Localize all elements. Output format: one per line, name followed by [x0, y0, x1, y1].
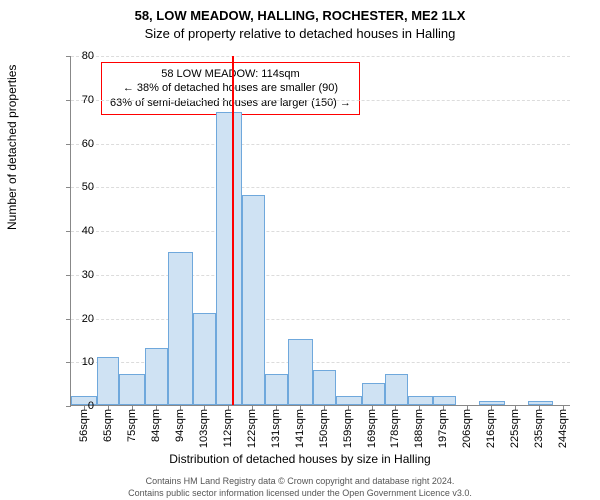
footer-line-1: Contains HM Land Registry data © Crown c… [0, 476, 600, 486]
marker-line [232, 56, 234, 405]
histogram-bar [528, 401, 554, 405]
x-axis-label: Distribution of detached houses by size … [0, 452, 600, 466]
gridline [71, 144, 570, 145]
xtick-label: 65sqm [102, 409, 114, 442]
xtick-label: 216sqm [485, 409, 497, 448]
gridline [71, 100, 570, 101]
y-axis-label: Number of detached properties [5, 65, 19, 230]
histogram-bar [433, 396, 456, 405]
ytick-label: 20 [54, 313, 94, 325]
chart-container: 58, LOW MEADOW, HALLING, ROCHESTER, ME2 … [0, 0, 600, 500]
gridline [71, 56, 570, 57]
footer-line-2: Contains public sector information licen… [0, 488, 600, 498]
gridline [71, 319, 570, 320]
ytick-label: 10 [54, 356, 94, 368]
histogram-bar [408, 396, 434, 405]
legend-line-3: 63% of semi-detached houses are larger (… [110, 96, 351, 110]
histogram-bar [216, 112, 242, 405]
xtick-label: 169sqm [366, 409, 378, 448]
gridline [71, 275, 570, 276]
xtick-label: 197sqm [437, 409, 449, 448]
xtick-label: 150sqm [318, 409, 330, 448]
histogram-bar [145, 348, 168, 405]
gridline [71, 231, 570, 232]
ytick-label: 60 [54, 138, 94, 150]
legend-box: 58 LOW MEADOW: 114sqm ← 38% of detached … [101, 62, 360, 115]
histogram-bar [385, 374, 408, 405]
xtick-label: 103sqm [198, 409, 210, 448]
ytick-label: 30 [54, 269, 94, 281]
ytick-label: 0 [54, 400, 94, 412]
histogram-bar [336, 396, 362, 405]
xtick-label: 94sqm [174, 409, 186, 442]
histogram-bar [168, 252, 194, 405]
histogram-bar [119, 374, 145, 405]
title-line-2: Size of property relative to detached ho… [0, 26, 600, 41]
xtick-label: 178sqm [389, 409, 401, 448]
xtick-label: 141sqm [294, 409, 306, 448]
xtick-label: 131sqm [270, 409, 282, 448]
xtick-label: 159sqm [342, 409, 354, 448]
histogram-bar [362, 383, 385, 405]
gridline [71, 187, 570, 188]
xtick-label: 84sqm [150, 409, 162, 442]
legend-line-1: 58 LOW MEADOW: 114sqm [110, 67, 351, 81]
ytick-label: 80 [54, 50, 94, 62]
histogram-bar [265, 374, 288, 405]
xtick-label: 188sqm [413, 409, 425, 448]
legend-line-2: ← 38% of detached houses are smaller (90… [110, 81, 351, 95]
histogram-bar [193, 313, 216, 405]
xtick-label: 225sqm [509, 409, 521, 448]
histogram-bar [288, 339, 314, 405]
histogram-bar [97, 357, 120, 405]
xtick-label: 235sqm [533, 409, 545, 448]
xtick-label: 206sqm [461, 409, 473, 448]
xtick-label: 122sqm [246, 409, 258, 448]
title-line-1: 58, LOW MEADOW, HALLING, ROCHESTER, ME2 … [0, 8, 600, 23]
histogram-bar [242, 195, 265, 405]
xtick-label: 56sqm [78, 409, 90, 442]
ytick-label: 50 [54, 181, 94, 193]
ytick-label: 70 [54, 94, 94, 106]
histogram-bar [313, 370, 336, 405]
xtick-label: 112sqm [222, 409, 234, 447]
plot-area: 58 LOW MEADOW: 114sqm ← 38% of detached … [70, 56, 570, 406]
xtick-label: 244sqm [557, 409, 569, 448]
xtick-label: 75sqm [126, 409, 138, 442]
ytick-label: 40 [54, 225, 94, 237]
